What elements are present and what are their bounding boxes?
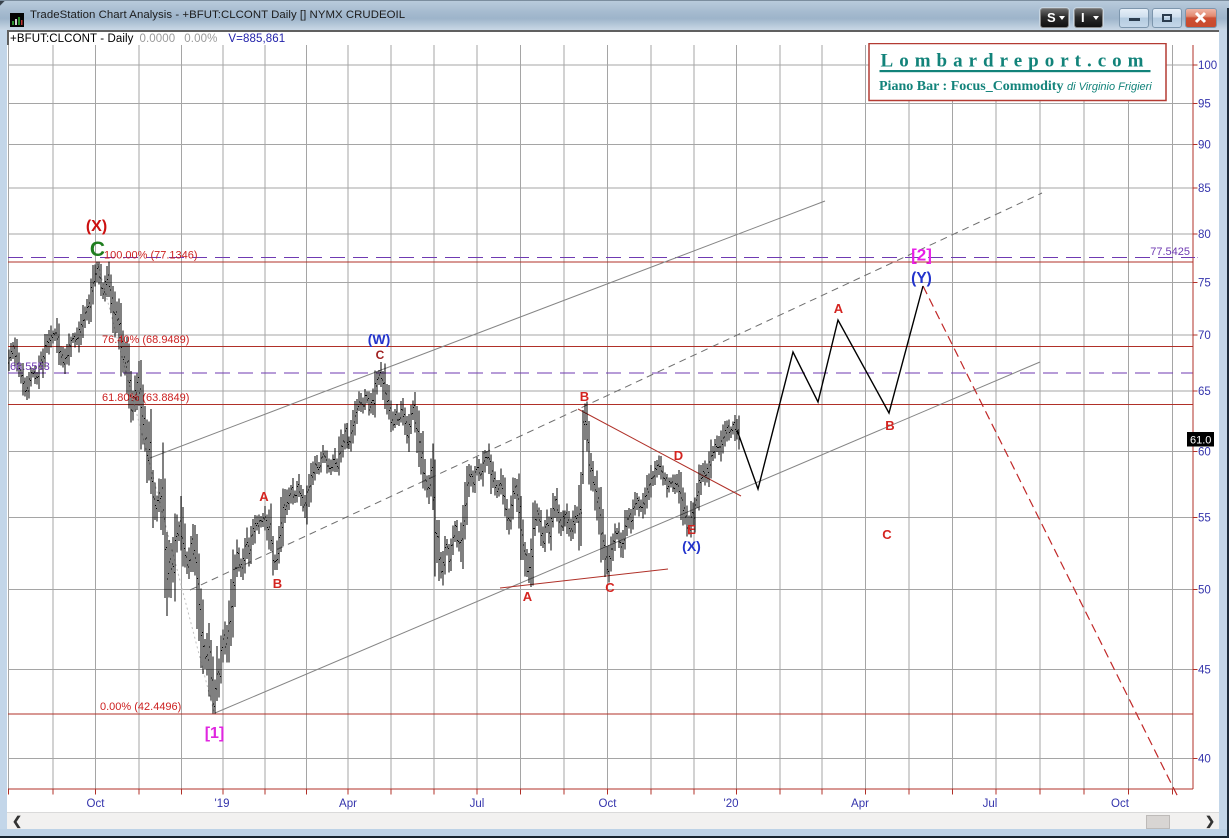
svg-text:B: B xyxy=(885,418,894,433)
svg-text:(Y): (Y) xyxy=(911,270,932,287)
svg-text:95: 95 xyxy=(1198,99,1211,111)
svg-text:Lombardreport.com: Lombardreport.com xyxy=(881,51,1150,72)
svg-text:76.40% (68.9489): 76.40% (68.9489) xyxy=(102,334,189,346)
svg-text:60: 60 xyxy=(1198,447,1211,459)
svg-text:(W): (W) xyxy=(368,331,391,347)
svg-text:B: B xyxy=(580,389,589,404)
svg-text:C: C xyxy=(882,527,892,542)
svg-text:70: 70 xyxy=(1198,330,1211,342)
svg-text:Piano Bar : Focus_Commodity di: Piano Bar : Focus_Commodity di Virginio … xyxy=(879,79,1152,94)
svg-text:A: A xyxy=(523,589,533,604)
svg-text:80: 80 xyxy=(1198,229,1211,241)
svg-text:B: B xyxy=(273,576,282,591)
svg-text:0.00% (42.4496): 0.00% (42.4496) xyxy=(100,701,181,713)
svg-text:100.00% (77.1346): 100.00% (77.1346) xyxy=(104,250,198,262)
svg-text:61.80% (63.8849): 61.80% (63.8849) xyxy=(102,392,189,404)
svg-text:66.5553: 66.5553 xyxy=(10,361,50,373)
svg-text:Apr: Apr xyxy=(851,798,869,810)
svg-text:50: 50 xyxy=(1198,585,1211,597)
svg-text:A: A xyxy=(259,489,269,504)
svg-text:C: C xyxy=(376,348,385,362)
svg-text:Jul: Jul xyxy=(983,798,998,810)
svg-text:[1]: [1] xyxy=(205,725,225,742)
svg-text:(X): (X) xyxy=(86,218,107,235)
svg-text:'19: '19 xyxy=(215,798,230,810)
svg-text:45: 45 xyxy=(1198,665,1211,677)
svg-text:Jul: Jul xyxy=(470,798,485,810)
svg-text:E: E xyxy=(687,522,696,537)
svg-text:Apr: Apr xyxy=(339,798,357,810)
svg-text:C: C xyxy=(605,580,615,595)
svg-text:D: D xyxy=(674,448,683,463)
svg-text:Oct: Oct xyxy=(599,798,618,810)
svg-text:90: 90 xyxy=(1198,140,1211,152)
svg-text:(X): (X) xyxy=(682,538,701,554)
svg-text:Oct: Oct xyxy=(87,798,106,810)
svg-text:61.0: 61.0 xyxy=(1190,435,1211,447)
svg-text:65: 65 xyxy=(1198,386,1211,398)
svg-text:75: 75 xyxy=(1198,278,1211,290)
svg-text:77.5425: 77.5425 xyxy=(1150,246,1190,258)
svg-text:85: 85 xyxy=(1198,183,1211,195)
svg-text:'20: '20 xyxy=(724,798,739,810)
svg-text:55: 55 xyxy=(1198,513,1211,525)
svg-text:C: C xyxy=(90,238,105,261)
svg-text:[2]: [2] xyxy=(911,246,932,265)
svg-text:40: 40 xyxy=(1198,754,1211,766)
svg-text:100: 100 xyxy=(1198,60,1217,72)
svg-text:A: A xyxy=(834,301,844,316)
svg-text:Oct: Oct xyxy=(1111,798,1130,810)
